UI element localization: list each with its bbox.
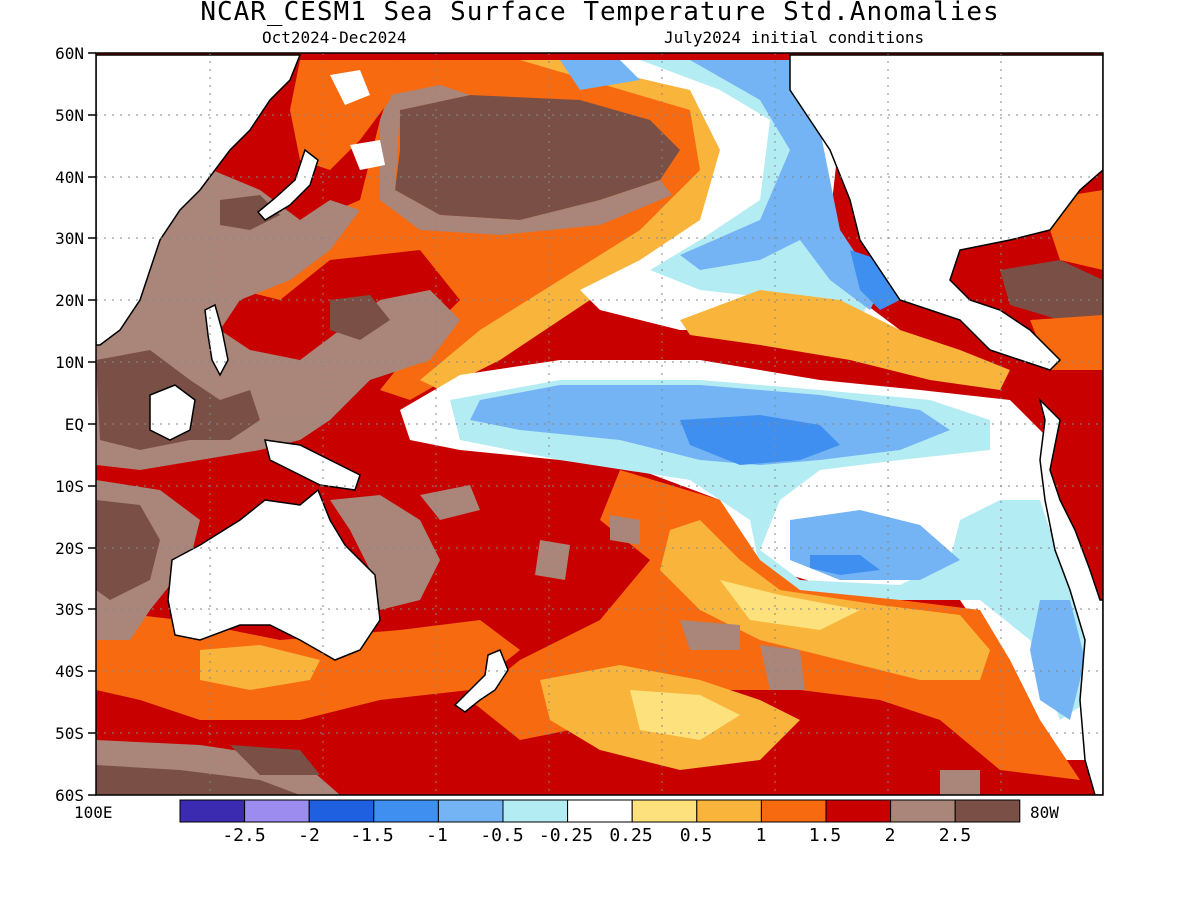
lat-label-50n: 50N	[55, 106, 84, 125]
colorbar-label: 2	[884, 825, 896, 846]
colorbar-swatch	[631, 799, 698, 823]
lat-label-60s: 60S	[55, 786, 84, 805]
colorbar-swatch	[890, 799, 956, 823]
lat-label-30s: 30S	[55, 600, 84, 619]
colorbar-label: -0.25	[538, 825, 594, 846]
lat-label-eq: EQ	[64, 415, 84, 434]
land-south-america	[1038, 397, 1103, 795]
colorbar-swatch	[696, 799, 762, 823]
colorbar-label: 0.5	[679, 825, 713, 846]
lat-label-60n: 60N	[55, 44, 84, 63]
land-new-zealand	[453, 649, 509, 713]
anomaly-tan-south-blobs	[420, 485, 980, 795]
colorbar	[179, 799, 1021, 823]
lat-label-20s: 20S	[55, 539, 84, 558]
initial-conditions: July2024 initial conditions	[664, 28, 925, 47]
lat-label-40s: 40S	[55, 662, 84, 681]
land-new-guinea	[264, 439, 361, 491]
anomaly-brown-southern-ocean	[96, 745, 320, 795]
anomaly-lightcyan-equatorial	[450, 380, 1090, 720]
colorbar-swatch	[760, 799, 827, 823]
colorbar-swatch	[308, 799, 375, 823]
map-title: NCAR_CESM1 Sea Surface Temperature Std.A…	[200, 0, 1000, 27]
colorbar-swatch	[437, 799, 504, 823]
colorbar-swatch	[179, 799, 246, 823]
colorbar-label: -0.5	[480, 825, 524, 846]
colorbar-label: 2.5	[938, 825, 972, 846]
lat-label-50s: 50S	[55, 724, 84, 743]
forecast-period: Oct2024-Dec2024	[262, 28, 407, 47]
lat-label-20n: 20N	[55, 291, 84, 310]
colorbar-label: -2	[298, 825, 320, 846]
colorbar-label: -2.5	[222, 825, 266, 846]
colorbar-label: 0.25	[609, 825, 653, 846]
colorbar-swatch	[954, 799, 1021, 823]
lon-label-west: 100E	[74, 803, 113, 822]
anomaly-blue-equatorial	[680, 415, 880, 575]
anomaly-amber-southern-ocean	[200, 645, 320, 690]
colorbar-label: -1.5	[350, 825, 394, 846]
land-australia	[167, 488, 381, 661]
lat-label-10n: 10N	[55, 353, 84, 372]
anomaly-white-kuroshio	[330, 70, 385, 170]
land-north-america	[789, 54, 1103, 371]
land-japan	[256, 148, 319, 221]
anomaly-brown-west-pacific	[96, 195, 390, 450]
land-philippines	[204, 303, 229, 377]
colorbar-swatch	[502, 799, 569, 823]
anomaly-tan-coral-sea	[330, 495, 440, 610]
lat-label-40n: 40N	[55, 168, 84, 187]
anomaly-tan-north-pacific	[380, 85, 672, 235]
colorbar-swatch	[244, 799, 310, 823]
lat-label-30n: 30N	[55, 229, 84, 248]
anomaly-orange-atlantic	[1030, 190, 1103, 370]
anomaly-lightblue-northeast	[560, 60, 880, 310]
anomaly-brown-indian-ocean	[96, 500, 160, 600]
colorbar-label: 1.5	[808, 825, 842, 846]
colorbar-label: 1	[755, 825, 767, 846]
land-borneo	[149, 384, 196, 441]
land-asia	[96, 54, 302, 346]
anomaly-amber-subtropical	[680, 290, 1010, 390]
lon-label-east: 80W	[1030, 803, 1059, 822]
colorbar-swatch	[825, 799, 892, 823]
colorbar-swatch	[567, 799, 633, 823]
lat-ticks	[88, 52, 96, 796]
colorbar-label: -1	[426, 825, 448, 846]
lat-label-10s: 10S	[55, 477, 84, 496]
anomaly-brown-caribbean	[1000, 260, 1103, 320]
anomaly-yellow-south	[630, 580, 860, 740]
colorbar-swatch	[373, 799, 439, 823]
anomaly-brown-north-pacific	[395, 95, 680, 220]
